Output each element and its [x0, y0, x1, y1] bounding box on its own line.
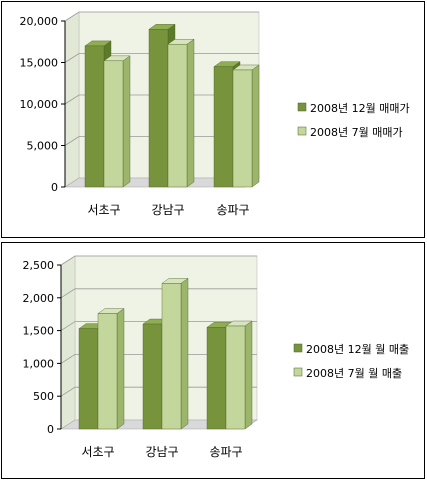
gridline — [64, 136, 259, 146]
bar-side-s2-2 — [251, 64, 260, 188]
y-tick-label: 1,500 — [23, 325, 55, 338]
y-tick-label: 20,000 — [20, 15, 59, 28]
gridline — [60, 354, 257, 364]
y-tick-label: 500 — [33, 390, 54, 403]
chart-sales-price: 0 5,000 10,000 15,000 20,000 서초구 강남구 송파구 2008년 1… — [20, 11, 410, 217]
legend-label-2: 2008년 7월 월 매출 — [306, 367, 402, 380]
y-tick-label: 1,000 — [23, 357, 55, 370]
x-tick-label: 송파구 — [209, 445, 242, 459]
chart-side-wall — [60, 255, 76, 430]
y-tick-label: 15,000 — [20, 57, 59, 70]
chart-panel-sales-price: 0 5,000 10,000 15,000 20,000 서초구 강남구 송파구 2008년 1… — [1, 1, 425, 238]
bar-s1-1 — [148, 29, 169, 188]
bar-s2-0 — [97, 313, 118, 430]
y-tick-label: 2,500 — [23, 259, 55, 272]
legend-swatch-1 — [293, 343, 303, 353]
bar-s1-2 — [213, 66, 234, 188]
bar-s1-0 — [84, 45, 105, 188]
x-tick-label: 서초구 — [87, 203, 120, 217]
chart-panel-monthly-revenue: 0 500 1,000 1,500 2,000 2,500 서초구 강남구 송파구 2008년 1… — [1, 242, 425, 479]
x-tick-label: 송파구 — [216, 203, 249, 217]
bar-s2-1 — [161, 283, 182, 430]
bar-s2-0 — [103, 60, 124, 188]
gridline — [60, 386, 257, 397]
gridline — [60, 255, 257, 266]
legend-label-1: 2008년 12월 월 매출 — [306, 343, 409, 356]
gridline — [60, 288, 257, 299]
legend-swatch-2 — [297, 126, 307, 136]
x-tick-label: 서초구 — [81, 445, 114, 459]
gridline — [64, 53, 259, 63]
y-tick-label: 2,000 — [23, 292, 55, 305]
bar-side-s2-0 — [116, 308, 125, 430]
bar-side-s2-2 — [244, 320, 253, 430]
chart-monthly-revenue: 0 500 1,000 1,500 2,000 2,500 서초구 강남구 송파구 2008년 1… — [23, 255, 409, 459]
x-tick-label: 강남구 — [151, 203, 184, 217]
y-tick-label: 10,000 — [20, 98, 59, 111]
bar-side-s2-1 — [180, 277, 189, 430]
legend-swatch-1 — [297, 102, 307, 112]
bar-side-s2-0 — [122, 55, 131, 188]
bar-s2-2 — [225, 325, 246, 430]
y-tick-label: 0 — [47, 423, 54, 436]
y-tick-label: 5,000 — [27, 140, 59, 153]
legend-swatch-2 — [293, 367, 303, 377]
y-tick-label: 0 — [51, 181, 58, 194]
gridline — [64, 94, 259, 105]
bar-s2-1 — [167, 44, 188, 188]
x-tick-label: 강남구 — [145, 445, 178, 459]
bar-s1-2 — [206, 327, 227, 430]
gridline — [64, 11, 259, 22]
legend-label-2: 2008년 7월 매매가 — [310, 126, 403, 139]
bar-s2-2 — [232, 69, 253, 188]
bar-s1-1 — [142, 323, 163, 430]
bar-s1-0 — [78, 328, 99, 430]
legend-label-1: 2008년 12월 매매가 — [310, 102, 410, 115]
gridline — [60, 321, 257, 331]
bar-side-s2-1 — [186, 38, 195, 188]
